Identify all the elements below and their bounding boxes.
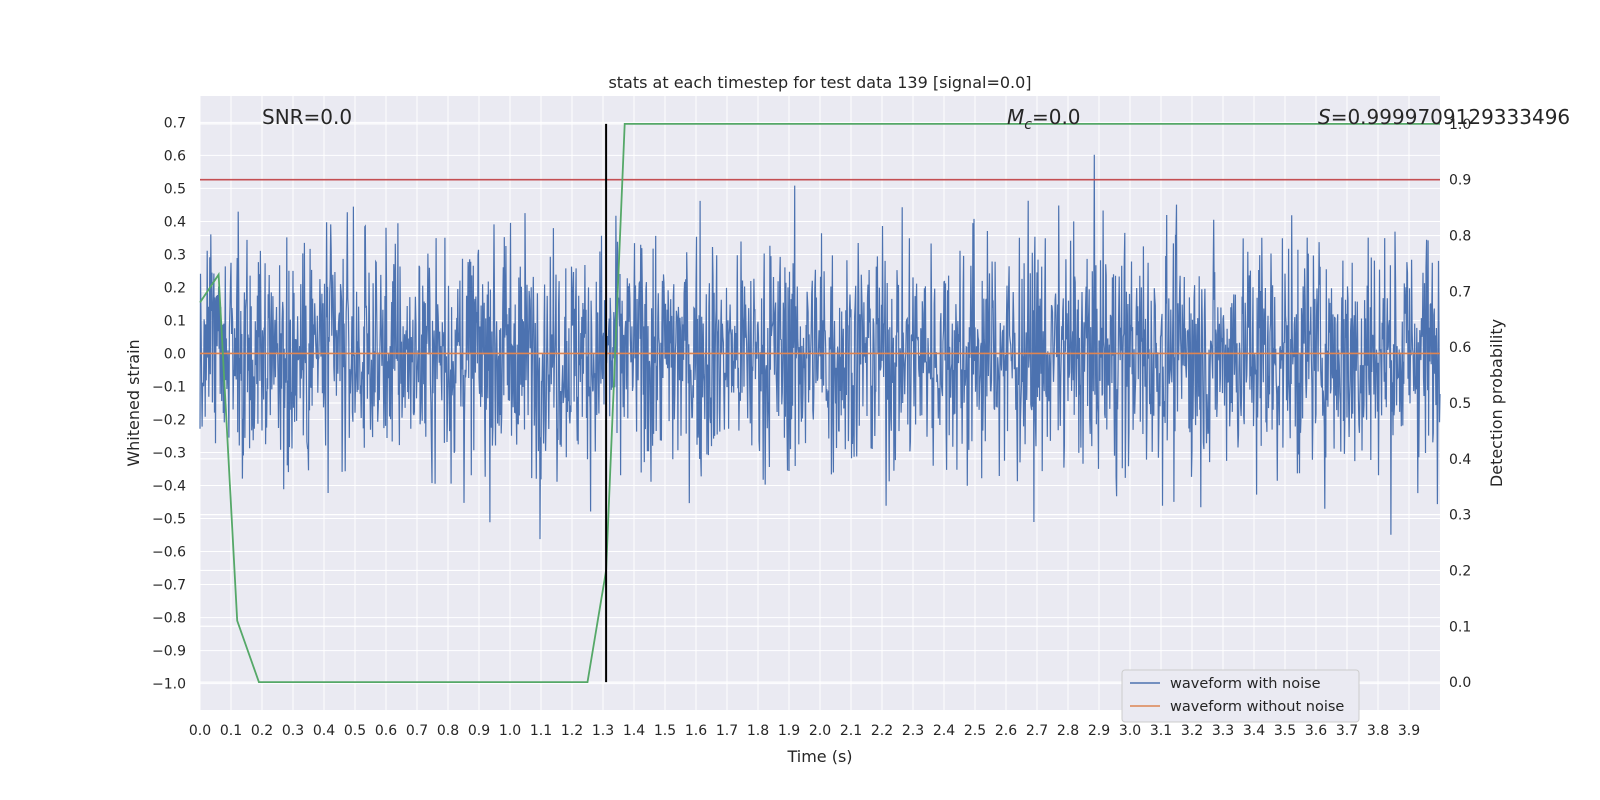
x-tick-3.8: 3.8 (1367, 723, 1389, 739)
legend: waveform with noise waveform without noi… (1121, 669, 1360, 723)
x-tick-2.3: 2.3 (902, 723, 924, 739)
x-tick-3.3: 3.3 (1212, 723, 1234, 739)
y-tick-0.0: 0.0 (164, 346, 186, 362)
y-right-axis-label: Detection probability (1487, 319, 1506, 487)
y-tick-−0.5: −0.5 (152, 512, 186, 528)
snr-annotation: SNR=0.0 (262, 105, 352, 129)
x-tick-1.7: 1.7 (716, 723, 738, 739)
x-tick-1.2: 1.2 (561, 723, 583, 739)
y-right-tick-0.5: 0.5 (1449, 396, 1471, 412)
probability-line (199, 123, 1440, 683)
y-tick-−0.8: −0.8 (152, 611, 186, 627)
x-tick-0.8: 0.8 (437, 723, 459, 739)
x-tick-3.2: 3.2 (1181, 723, 1203, 739)
x-tick-0.0: 0.0 (189, 723, 211, 739)
x-tick-0.3: 0.3 (282, 723, 304, 739)
x-tick-1.6: 1.6 (685, 723, 707, 739)
x-tick-3.6: 3.6 (1305, 723, 1327, 739)
x-tick-2.0: 2.0 (809, 723, 831, 739)
x-tick-2.1: 2.1 (840, 723, 862, 739)
x-tick-1.8: 1.8 (747, 723, 769, 739)
y-tick-−1.0: −1.0 (152, 677, 186, 693)
legend-item-noise: waveform with noise (1170, 676, 1321, 692)
y-right-tick-0.1: 0.1 (1449, 619, 1471, 635)
y-tick-labels: 0.7 0.6 0.5 0.4 0.3 0.2 0.1 0.0 −0.1 −0.2 −0.3 −0.4… (152, 115, 186, 692)
x-tick-1.1: 1.1 (530, 723, 552, 739)
y-tick-0.6: 0.6 (164, 148, 186, 164)
x-tick-1.3: 1.3 (592, 723, 614, 739)
y-tick-−0.1: −0.1 (152, 379, 186, 395)
x-tick-2.4: 2.4 (933, 723, 955, 739)
y-right-tick-0.8: 0.8 (1449, 229, 1471, 245)
noise-line (199, 154, 1441, 540)
legend-item-clean: waveform without noise (1170, 699, 1344, 715)
y-right-tick-0.0: 0.0 (1449, 675, 1471, 691)
series-waveform-with-noise (199, 154, 1441, 540)
y-right-tick-labels: 1.0 0.9 0.8 0.7 0.6 0.5 0.4 0.3 0.2 0.1 0.0 (1449, 117, 1471, 691)
y-tick-−0.4: −0.4 (152, 479, 186, 495)
x-tick-3.5: 3.5 (1274, 723, 1296, 739)
y-axis-label: Whitened strain (124, 339, 143, 466)
legend-box (1121, 669, 1360, 723)
x-tick-3.9: 3.9 (1398, 723, 1420, 739)
x-tick-0.6: 0.6 (375, 723, 397, 739)
y-right-tick-0.3: 0.3 (1449, 508, 1471, 524)
y-tick-0.5: 0.5 (164, 181, 186, 197)
y-right-tick-0.7: 0.7 (1449, 284, 1471, 300)
y-right-tick-0.4: 0.4 (1449, 452, 1471, 468)
x-tick-0.2: 0.2 (251, 723, 273, 739)
y-tick-0.4: 0.4 (164, 214, 186, 230)
x-tick-3.4: 3.4 (1243, 723, 1265, 739)
x-tick-0.7: 0.7 (406, 723, 428, 739)
x-tick-2.5: 2.5 (964, 723, 986, 739)
x-tick-2.8: 2.8 (1057, 723, 1079, 739)
x-axis-label: Time (s) (786, 747, 852, 766)
y-tick-−0.7: −0.7 (152, 578, 186, 594)
y-right-tick-0.9: 0.9 (1449, 173, 1471, 189)
x-tick-1.5: 1.5 (654, 723, 676, 739)
y-tick-−0.2: −0.2 (152, 413, 186, 429)
y-tick-−0.6: −0.6 (152, 545, 186, 561)
x-tick-1.0: 1.0 (499, 723, 521, 739)
x-tick-2.7: 2.7 (1026, 723, 1048, 739)
y-right-tick-1.0: 1.0 (1449, 117, 1471, 133)
chart-title: stats at each timestep for test data 139… (608, 73, 1031, 92)
x-tick-0.1: 0.1 (220, 723, 242, 739)
series-detection-probability (199, 123, 1440, 683)
x-tick-3.0: 3.0 (1119, 723, 1141, 739)
x-tick-3.7: 3.7 (1336, 723, 1358, 739)
y-tick-−0.9: −0.9 (152, 644, 186, 660)
x-tick-1.4: 1.4 (623, 723, 645, 739)
y-tick-−0.3: −0.3 (152, 446, 186, 462)
x-tick-0.4: 0.4 (313, 723, 335, 739)
y-tick-0.2: 0.2 (164, 280, 186, 296)
x-tick-2.6: 2.6 (995, 723, 1017, 739)
y-right-tick-0.6: 0.6 (1449, 340, 1471, 356)
y-right-tick-0.2: 0.2 (1449, 563, 1471, 579)
mc-annotation: Mc=0.0 (1007, 105, 1081, 133)
x-tick-3.1: 3.1 (1150, 723, 1172, 739)
x-tick-labels: 0.0 0.1 0.2 0.3 0.4 0.5 0.6 0.7 0.8 0.9 1.0 1.1 1.2 1… (189, 723, 1420, 739)
x-tick-2.2: 2.2 (871, 723, 893, 739)
y-tick-0.3: 0.3 (164, 247, 186, 263)
y-tick-0.1: 0.1 (164, 313, 186, 329)
x-tick-2.9: 2.9 (1088, 723, 1110, 739)
s-annotation: S=0.9999709129333496 (1318, 105, 1570, 129)
x-tick-0.9: 0.9 (468, 723, 490, 739)
gridlines (199, 96, 1440, 710)
y-tick-0.7: 0.7 (164, 115, 186, 131)
x-tick-0.5: 0.5 (344, 723, 366, 739)
x-tick-1.9: 1.9 (778, 723, 800, 739)
